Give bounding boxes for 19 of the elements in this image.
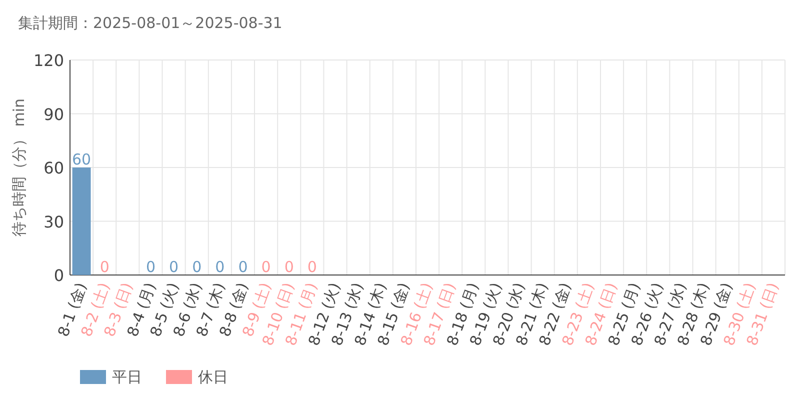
- data-label: 0: [284, 258, 294, 276]
- y-axis-title: 待ち時間（分） min: [10, 98, 28, 237]
- data-label: 0: [192, 258, 202, 276]
- legend-label: 平日: [112, 368, 142, 386]
- data-label: 0: [238, 258, 248, 276]
- y-tick-label: 60: [44, 158, 64, 178]
- data-label: 0: [169, 258, 179, 276]
- data-label: 0: [146, 258, 156, 276]
- data-label: 0: [307, 258, 317, 276]
- chart-subtitle: 集計期間：2025-08-01～2025-08-31: [18, 14, 282, 32]
- y-tick-label: 120: [33, 51, 64, 70]
- y-tick-label: 30: [44, 212, 64, 232]
- y-tick-label: 0: [54, 266, 64, 285]
- data-label: 0: [215, 258, 225, 276]
- data-label: 60: [72, 150, 92, 168]
- y-tick-label: 90: [44, 104, 64, 124]
- legend-label: 休日: [198, 368, 228, 386]
- data-label: 0: [261, 258, 271, 276]
- data-label: 0: [100, 258, 110, 276]
